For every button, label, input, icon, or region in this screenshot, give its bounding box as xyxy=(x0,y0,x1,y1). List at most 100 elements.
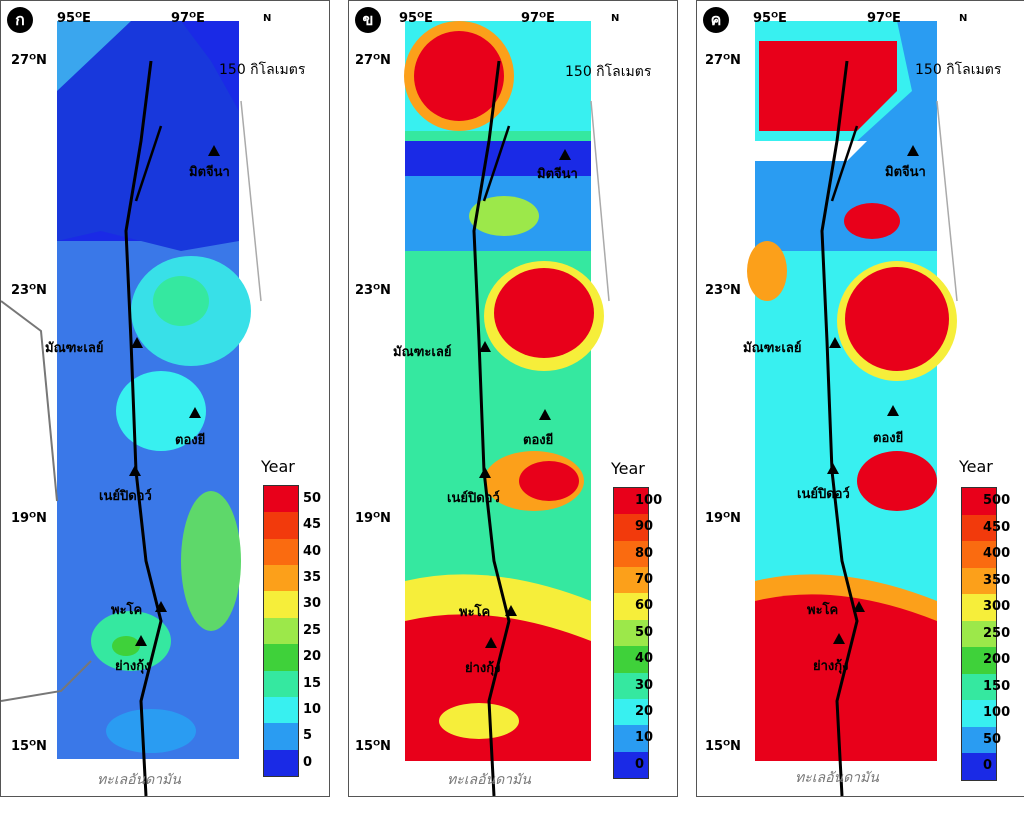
panel-badge: ข xyxy=(355,7,381,33)
lat-label-27: 27ᴼN xyxy=(11,53,47,68)
colorbar-tick-label: 100 xyxy=(983,705,1011,721)
colorbar-swatch xyxy=(264,617,298,645)
city-marker-icon xyxy=(829,337,841,348)
city-label: พะโค xyxy=(111,603,143,618)
colorbar-tick-label: 20 xyxy=(635,703,654,719)
colorbar-tick-label: 500 xyxy=(983,493,1011,508)
city-label: ย่างกุ้ง xyxy=(813,659,849,674)
colorbar-tick-label: 30 xyxy=(303,596,322,612)
lat-label-27: 27ᴼN xyxy=(355,53,391,68)
city-marker-icon xyxy=(833,633,845,644)
colorbar-tick-label: 300 xyxy=(983,599,1011,615)
colorbar-tick-label: 35 xyxy=(303,570,322,586)
colorbar-tick-label: 40 xyxy=(303,543,322,559)
legend-title: Year xyxy=(261,457,295,476)
lon-label-95: 95ᴼE xyxy=(753,11,787,26)
lon-label-97: 97ᴼE xyxy=(171,11,205,26)
colorbar-tick-label: 0 xyxy=(983,758,993,774)
city-marker-icon xyxy=(135,635,147,646)
lat-label-15: 15ᴼN xyxy=(355,739,391,754)
lon-label-97: 97ᴼE xyxy=(521,11,555,26)
colorbar-tick-label: 450 xyxy=(983,519,1011,535)
lat-label-23: 23ᴼN xyxy=(11,283,47,298)
colorbar-swatch xyxy=(962,673,996,701)
lat-label-23: 23ᴼN xyxy=(355,283,391,298)
colorbar-tick-label: 45 xyxy=(303,517,322,533)
colorbar-tick-label: 5 xyxy=(303,728,313,744)
city-label: มัณฑะเลย์ xyxy=(45,341,104,356)
city-marker-icon xyxy=(505,605,517,616)
city-marker-icon xyxy=(131,337,143,348)
scale-label: 150 กิโลเมตร xyxy=(219,62,306,78)
city-marker-icon xyxy=(853,601,865,612)
colorbar-swatch xyxy=(962,488,996,515)
colorbar-swatch xyxy=(614,540,648,568)
city-marker-icon xyxy=(907,145,919,156)
north-arrow-icon: N xyxy=(959,13,968,24)
map-canvas xyxy=(1,21,262,796)
colorbar-tick-label: 50 xyxy=(303,491,322,506)
colorbar xyxy=(263,485,299,777)
colorbar-swatch xyxy=(614,619,648,647)
colorbar-tick-label: 60 xyxy=(635,598,654,614)
city-marker-icon xyxy=(479,341,491,352)
city-label: มิตจีนา xyxy=(885,165,926,180)
colorbar-swatch xyxy=(264,591,298,618)
colorbar-swatch xyxy=(962,594,996,621)
colorbar-swatch xyxy=(264,723,298,750)
lon-label-95: 95ᴼE xyxy=(57,11,91,26)
colorbar-swatch xyxy=(264,644,298,671)
lat-label-19: 19ᴼN xyxy=(355,511,391,526)
colorbar-swatch xyxy=(614,567,648,594)
colorbar-swatch xyxy=(264,696,298,724)
colorbar-swatch xyxy=(264,565,298,592)
map-canvas xyxy=(349,21,610,796)
city-label: เนย์ปิดอว์ xyxy=(447,491,500,506)
colorbar-swatch xyxy=(962,753,996,781)
colorbar-tick-label: 15 xyxy=(303,675,322,691)
colorbar-swatch xyxy=(962,514,996,542)
colorbar xyxy=(961,487,997,781)
city-marker-icon xyxy=(827,463,839,474)
lat-label-27: 27ᴼN xyxy=(705,53,741,68)
lat-label-23: 23ᴼN xyxy=(705,283,741,298)
city-marker-icon xyxy=(129,465,141,476)
sea-label: ทะเลอันดามัน xyxy=(447,772,531,788)
legend-title: Year xyxy=(611,459,645,478)
city-marker-icon xyxy=(539,409,551,420)
legend-title: Year xyxy=(959,457,993,476)
lat-label-15: 15ᴼN xyxy=(705,739,741,754)
sea-label: ทะเลอันดามัน xyxy=(795,770,879,786)
colorbar xyxy=(613,487,649,779)
colorbar-swatch xyxy=(614,488,648,515)
colorbar-tick-label: 50 xyxy=(635,624,654,640)
city-marker-icon xyxy=(189,407,201,418)
city-marker-icon xyxy=(485,637,497,648)
map-canvas xyxy=(697,21,958,796)
colorbar-swatch xyxy=(614,672,648,699)
city-label: พะโค xyxy=(459,605,491,620)
city-marker-icon xyxy=(559,149,571,160)
sea-label: ทะเลอันดามัน xyxy=(97,772,181,788)
city-marker-icon xyxy=(155,601,167,612)
city-label: มิตจีนา xyxy=(537,167,578,182)
colorbar-tick-label: 100 xyxy=(635,493,663,508)
colorbar-tick-label: 10 xyxy=(303,701,322,717)
map-panel-ka: ก 95ᴼE 97ᴼE 27ᴼN 23ᴼN 19ᴼN 15ᴼN N 150 กิ… xyxy=(0,0,330,797)
map-panel-kho-khwai: ค 95ᴼE 97ᴼE 27ᴼN 23ᴼN 19ᴼN 15ᴼN N 150 กิ… xyxy=(696,0,1024,797)
colorbar-swatch xyxy=(614,698,648,726)
panel-badge: ค xyxy=(703,7,729,33)
colorbar-tick-label: 20 xyxy=(303,649,322,665)
city-label: ตองยี xyxy=(523,433,554,448)
colorbar-tick-label: 0 xyxy=(635,756,645,772)
colorbar-tick-label: 150 xyxy=(983,678,1011,694)
city-label: มิตจีนา xyxy=(189,165,230,180)
map-panel-kho: ข 95ᴼE 97ᴼE 27ᴼN 23ᴼN 19ᴼN 15ᴼN N 150 กิ… xyxy=(348,0,678,797)
colorbar-swatch xyxy=(264,512,298,539)
city-label: ตองยี xyxy=(175,433,206,448)
colorbar-tick-label: 250 xyxy=(983,625,1011,641)
lat-label-19: 19ᴼN xyxy=(705,511,741,526)
colorbar-tick-label: 80 xyxy=(635,545,654,561)
city-marker-icon xyxy=(208,145,220,156)
colorbar-tick-label: 50 xyxy=(983,731,1002,747)
